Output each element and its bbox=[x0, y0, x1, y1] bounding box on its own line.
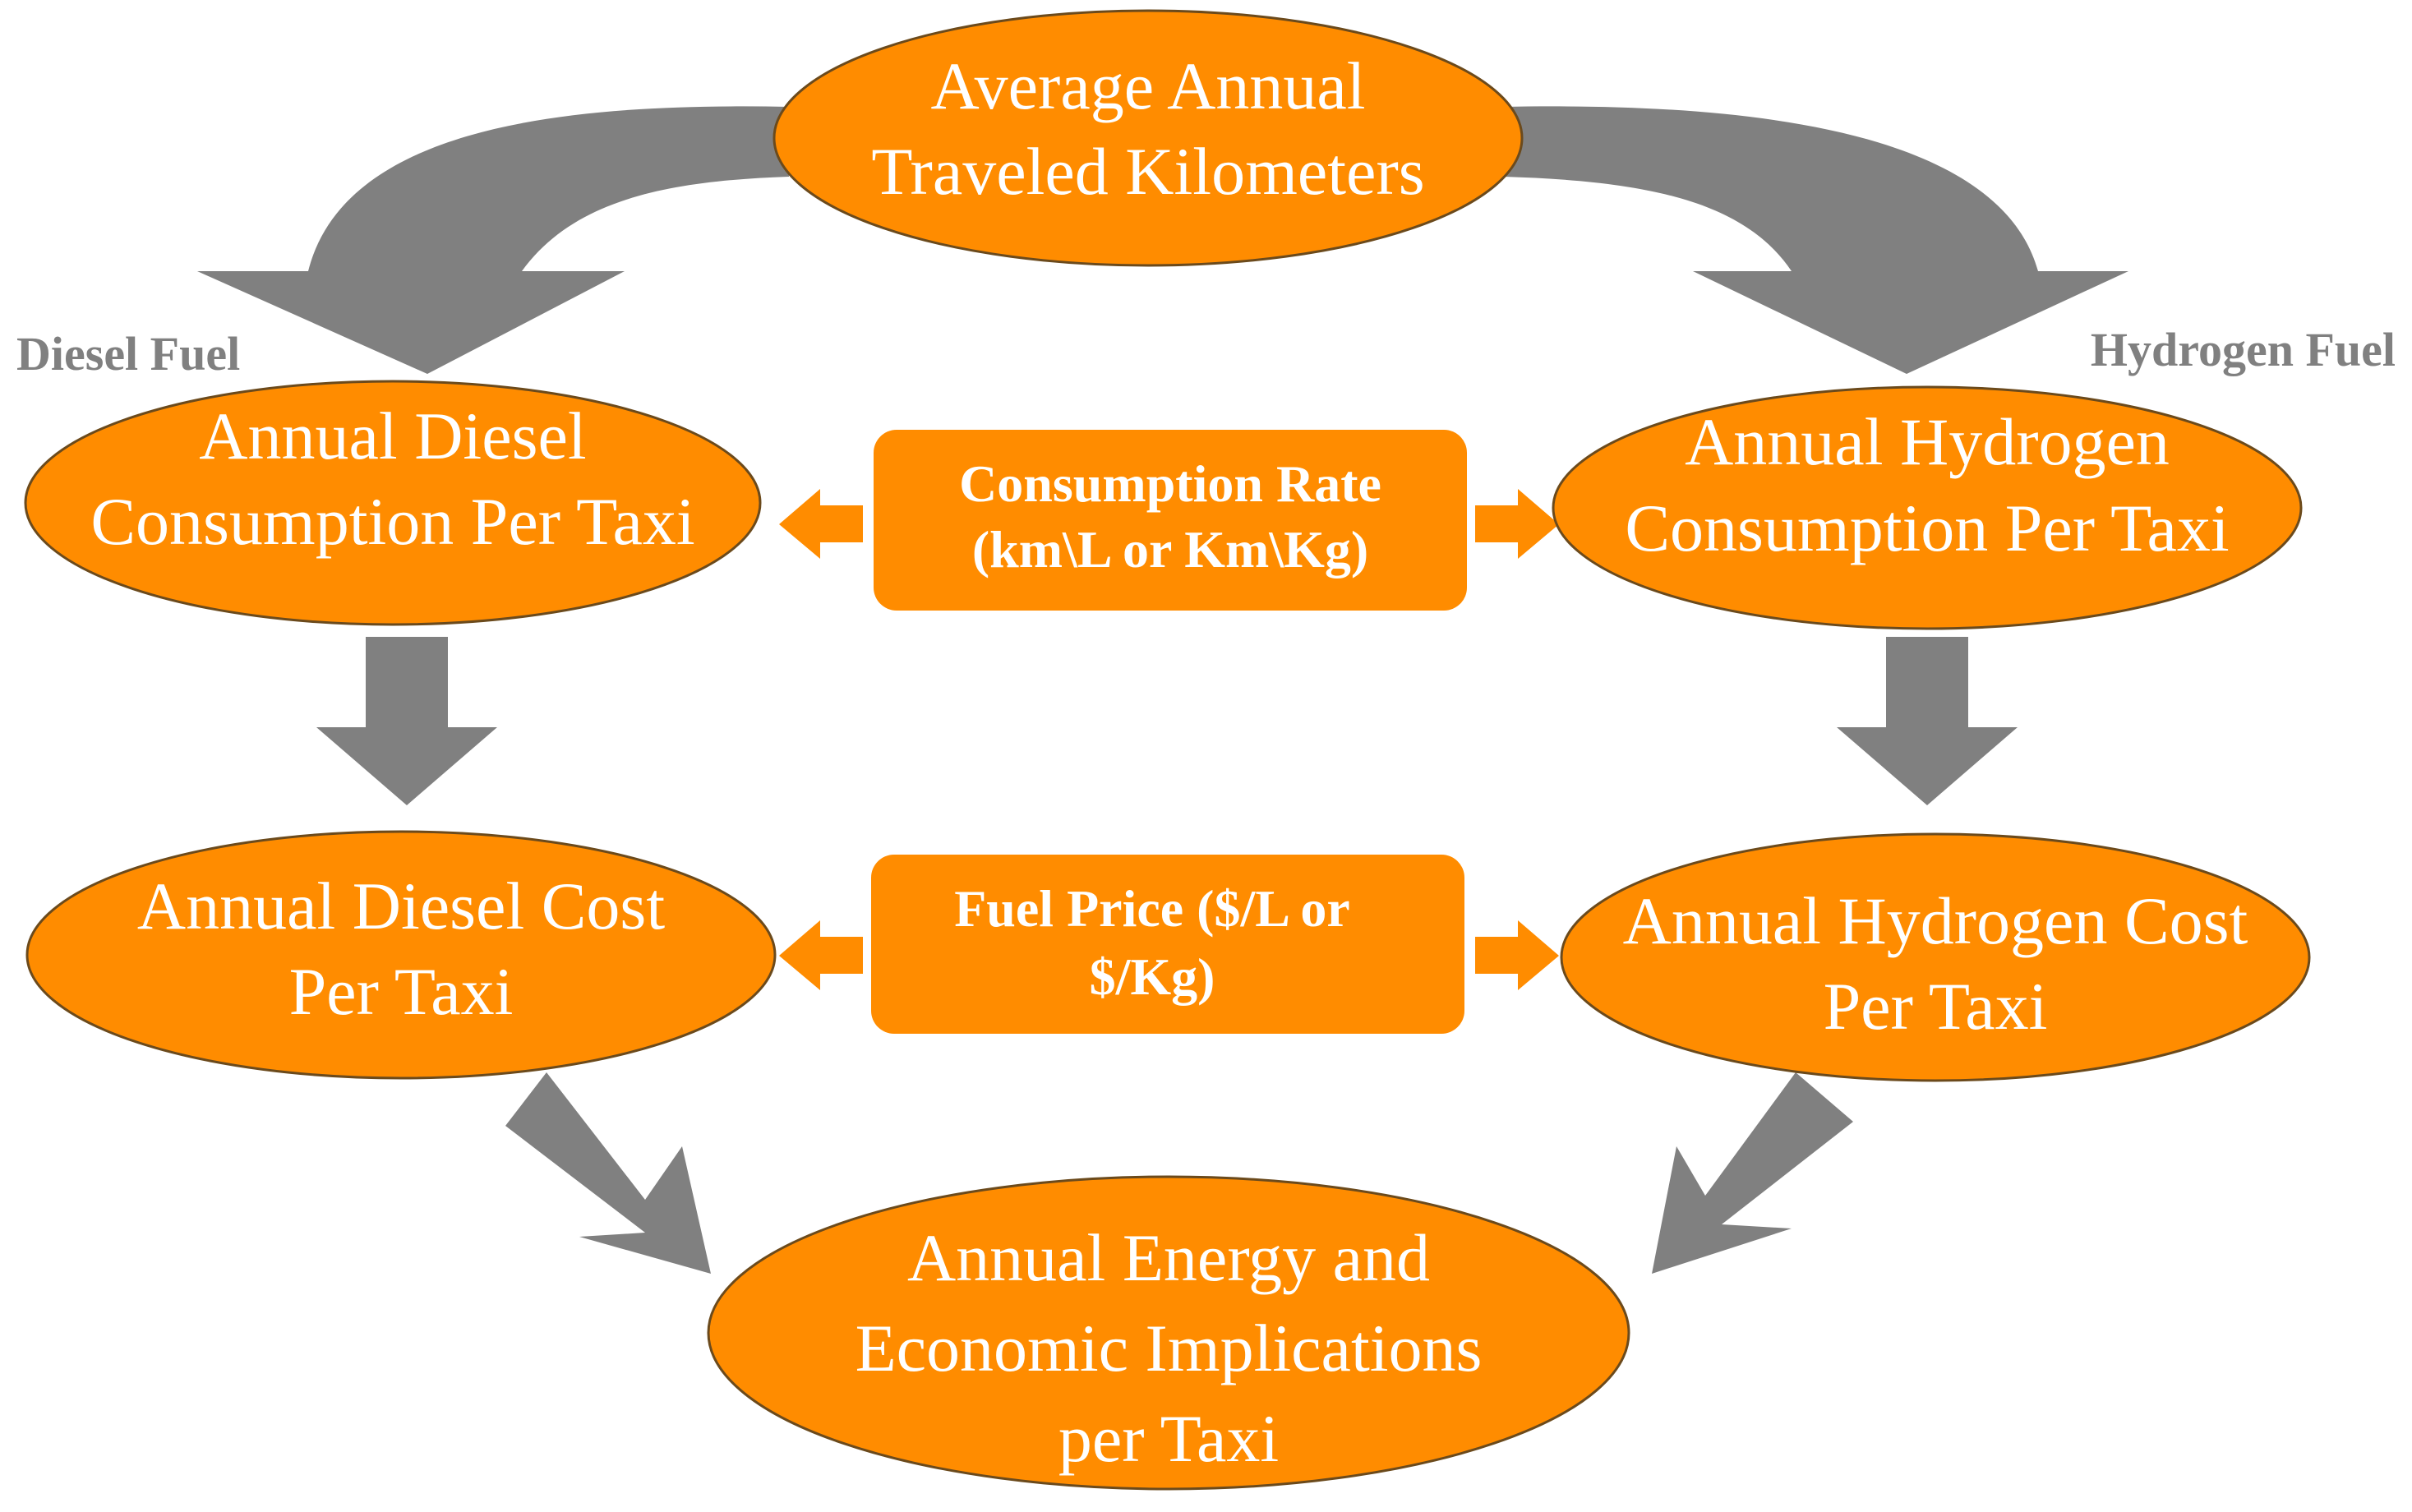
node-line: Annual Diesel bbox=[199, 399, 586, 473]
curved-arrow-left bbox=[197, 106, 789, 374]
node-line: Annual Hydrogen bbox=[1685, 404, 2170, 479]
node-hydrogen-consumption: Annual Hydrogen Consumption Per Taxi bbox=[1552, 385, 2303, 630]
node-line: Annual Hydrogen Cost bbox=[1623, 883, 2248, 958]
diagonal-arrow-left bbox=[505, 1072, 711, 1274]
box-line: (km\L or Km\Kg) bbox=[972, 520, 1368, 579]
node-line: Economic Implications bbox=[855, 1311, 1483, 1385]
down-arrow-left bbox=[316, 637, 497, 805]
diesel-fuel-label: Diesel Fuel bbox=[16, 327, 240, 380]
node-line: per Taxi bbox=[1058, 1401, 1279, 1476]
node-line: Per Taxi bbox=[1824, 969, 2048, 1044]
node-line: Consumption Per Taxi bbox=[90, 484, 694, 559]
node-average-annual-km: Average Annual Traveled Kilometers bbox=[772, 9, 1524, 267]
box-line: Consumption Rate bbox=[959, 454, 1381, 513]
diagonal-arrow-right bbox=[1652, 1072, 1853, 1274]
box-line: Fuel Price ($/L or bbox=[954, 879, 1350, 938]
node-hydrogen-cost: Annual Hydrogen Cost Per Taxi bbox=[1560, 832, 2311, 1082]
node-line: Traveled Kilometers bbox=[871, 134, 1424, 209]
box-line: $/Kg) bbox=[1090, 947, 1215, 1006]
node-line: Annual Energy and bbox=[907, 1220, 1430, 1295]
node-line: Consumption Per Taxi bbox=[1625, 491, 2229, 565]
node-line: Per Taxi bbox=[289, 954, 514, 1029]
small-arrow-right-2 bbox=[1475, 920, 1559, 990]
small-arrow-left-1 bbox=[779, 489, 863, 559]
curved-arrow-right bbox=[1504, 106, 2128, 374]
node-diesel-consumption: Annual Diesel Consumption Per Taxi bbox=[24, 380, 762, 626]
down-arrow-right bbox=[1837, 637, 2018, 805]
small-arrow-right-1 bbox=[1475, 489, 1559, 559]
node-diesel-cost: Annual Diesel Cost Per Taxi bbox=[25, 830, 777, 1080]
hydrogen-fuel-label: Hydrogen Fuel bbox=[2091, 323, 2396, 376]
box-fuel-price: Fuel Price ($/L or $/Kg) bbox=[871, 855, 1464, 1034]
node-energy-economic-implications: Annual Energy and Economic Implications … bbox=[707, 1175, 1630, 1491]
node-line: Average Annual bbox=[931, 48, 1366, 123]
node-line: Annual Diesel Cost bbox=[137, 869, 665, 943]
box-consumption-rate: Consumption Rate (km\L or Km\Kg) bbox=[874, 430, 1467, 611]
small-arrow-left-2 bbox=[779, 920, 863, 990]
